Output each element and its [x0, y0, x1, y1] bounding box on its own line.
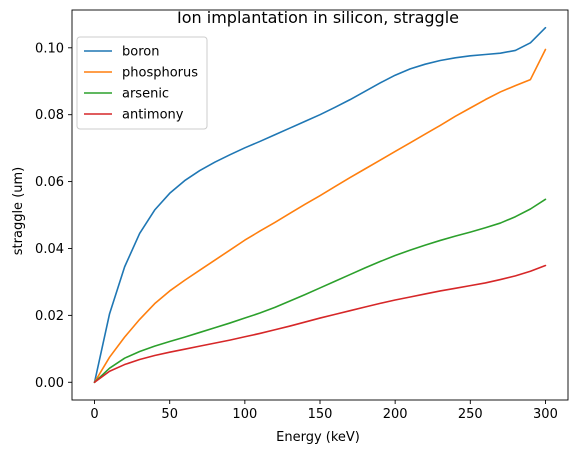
x-tick-label: 100 — [232, 407, 257, 422]
chart-title: Ion implantation in silicon, straggle — [177, 8, 459, 27]
y-tick-label: 0.02 — [35, 309, 64, 324]
x-axis-label: Energy (keV) — [276, 430, 360, 445]
x-tick-label: 50 — [161, 407, 178, 422]
legend-label-antimony: antimony — [122, 108, 184, 123]
y-tick-label: 0.00 — [35, 376, 64, 391]
series-line-antimony — [93, 264, 547, 384]
legend-box — [76, 36, 208, 130]
series-line-arsenic — [93, 198, 547, 384]
y-axis: 0.00 0.02 0.04 0.06 0.08 0.10 — [35, 41, 72, 391]
legend-label-phosphorus: phosphorus — [122, 66, 198, 81]
legend: boron phosphorus arsenic antimony — [76, 36, 208, 130]
y-tick-label: 0.06 — [35, 175, 64, 190]
series-line-phosphorus — [93, 48, 547, 384]
x-tick-label: 0 — [90, 407, 98, 422]
y-tick-label: 0.04 — [35, 242, 64, 257]
legend-label-boron: boron — [122, 45, 159, 60]
y-axis-label: straggle (um) — [11, 167, 26, 255]
x-tick-label: 250 — [458, 407, 483, 422]
series-layer — [93, 26, 547, 384]
legend-label-arsenic: arsenic — [122, 87, 169, 102]
x-tick-label: 150 — [308, 407, 333, 422]
plot-frame — [71, 9, 569, 401]
x-tick-label: 300 — [533, 407, 558, 422]
x-tick-label: 200 — [383, 407, 408, 422]
series-line-boron — [93, 26, 547, 384]
y-tick-label: 0.08 — [35, 108, 64, 123]
x-axis: 0 50 100 150 200 250 300 — [90, 400, 558, 422]
y-tick-label: 0.10 — [35, 41, 64, 56]
